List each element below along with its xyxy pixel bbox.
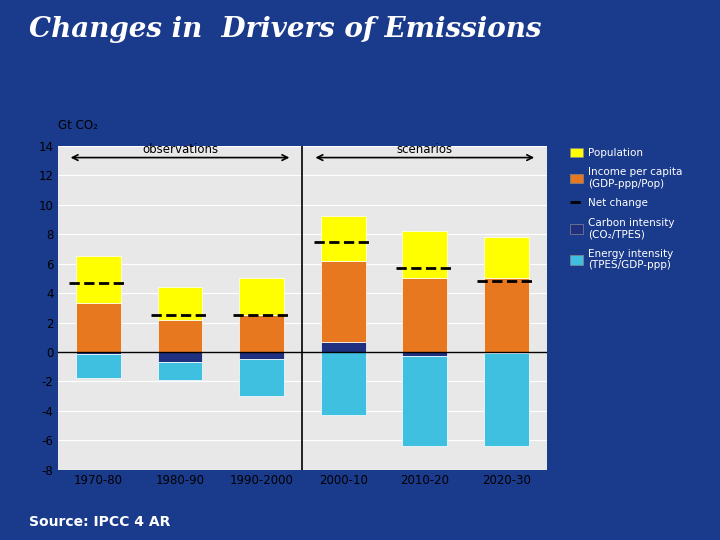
Bar bbox=[402, 352, 447, 356]
Bar bbox=[76, 352, 121, 354]
Bar bbox=[158, 362, 202, 380]
Bar bbox=[321, 352, 366, 415]
Bar bbox=[76, 303, 121, 352]
Bar bbox=[321, 261, 366, 342]
Bar bbox=[484, 278, 528, 352]
Text: scenarios: scenarios bbox=[397, 143, 453, 156]
Bar bbox=[402, 278, 447, 352]
Bar bbox=[239, 352, 284, 359]
Text: Source: IPCC 4 AR: Source: IPCC 4 AR bbox=[29, 515, 170, 529]
Bar bbox=[158, 320, 202, 352]
Bar bbox=[484, 237, 528, 278]
Bar bbox=[239, 359, 284, 396]
Bar bbox=[484, 352, 528, 354]
Bar bbox=[158, 287, 202, 320]
Bar bbox=[402, 356, 447, 446]
Legend: Population, Income per capita
(GDP-ppp/Pop), Net change, Carbon intensity
(CO₂/T: Population, Income per capita (GDP-ppp/P… bbox=[567, 145, 685, 274]
Bar bbox=[321, 217, 366, 261]
Text: Gt CO₂: Gt CO₂ bbox=[58, 119, 97, 132]
Bar bbox=[321, 342, 366, 352]
Bar bbox=[239, 315, 284, 352]
Text: Changes in  Drivers of Emissions: Changes in Drivers of Emissions bbox=[29, 16, 541, 43]
Bar bbox=[239, 278, 284, 315]
Bar bbox=[402, 231, 447, 278]
Bar bbox=[158, 352, 202, 362]
Bar bbox=[76, 256, 121, 303]
Bar bbox=[484, 354, 528, 446]
Bar bbox=[76, 354, 121, 378]
Text: observations: observations bbox=[142, 143, 218, 156]
